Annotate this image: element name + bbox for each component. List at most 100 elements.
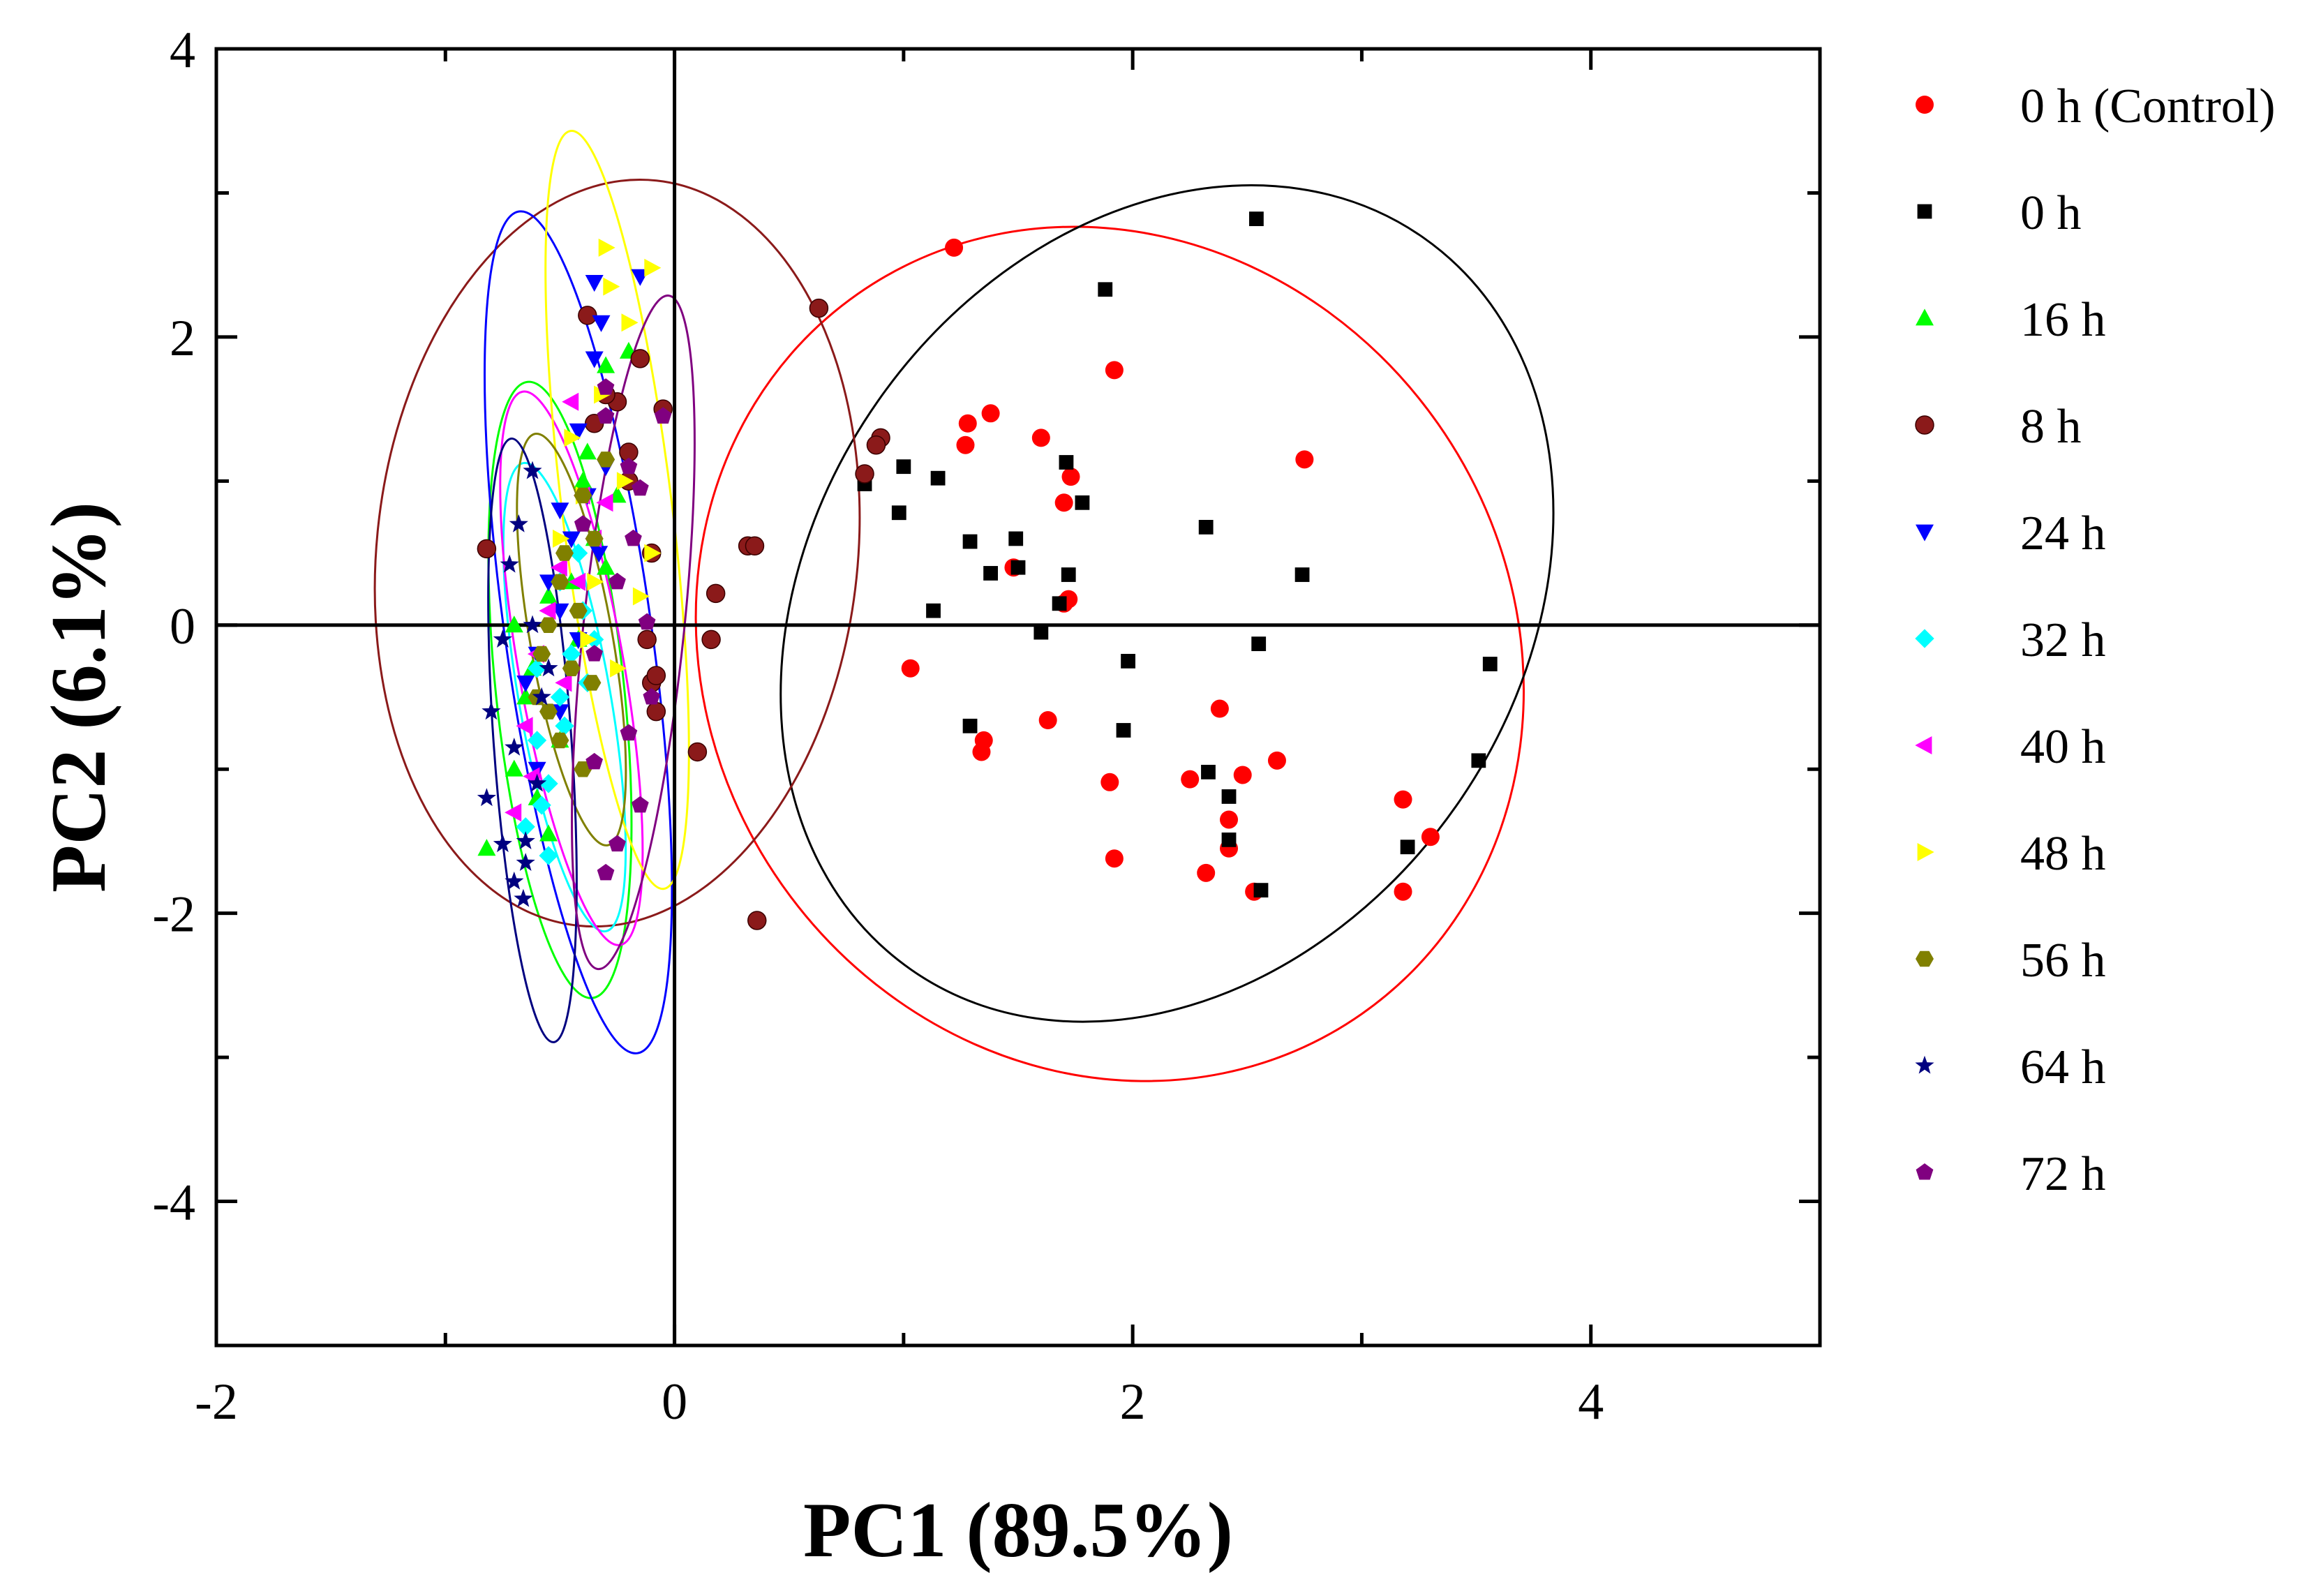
data-point-series-1: [1008, 531, 1024, 546]
legend-marker-series-1: [1917, 204, 1932, 219]
data-point-series-6: [550, 558, 567, 577]
data-point-series-4: [516, 676, 535, 692]
data-point-series-5: [532, 796, 551, 815]
legend-marker-series-3: [1915, 415, 1934, 435]
data-point-series-1: [1010, 560, 1026, 575]
data-point-series-4: [585, 275, 604, 292]
legend-marker-series-5: [1915, 629, 1934, 648]
data-point-series-9: [532, 687, 551, 706]
data-point-series-0: [1061, 468, 1080, 486]
data-point-series-10: [597, 863, 615, 881]
data-point-series-1: [962, 534, 978, 549]
legend-label-series-10: 72 h: [2020, 1147, 2106, 1201]
x-tick-label: 4: [1578, 1373, 1604, 1431]
y-tick-label: 4: [170, 22, 195, 79]
legend-label-series-3: 8 h: [2020, 400, 2082, 454]
data-point-series-5: [527, 731, 547, 750]
data-point-series-3: [855, 464, 874, 484]
data-point-series-1: [1253, 883, 1269, 898]
data-point-series-4: [592, 315, 611, 332]
data-point-series-8: [569, 602, 588, 619]
data-point-series-2: [539, 586, 558, 604]
data-point-series-5: [527, 659, 547, 678]
data-point-series-2: [574, 471, 592, 489]
data-point-series-5: [555, 716, 574, 736]
legend-marker-series-10: [1916, 1163, 1934, 1180]
data-point-series-1: [1033, 625, 1049, 640]
data-point-series-10: [625, 529, 642, 546]
data-point-series-8: [585, 530, 604, 547]
data-point-series-2: [505, 759, 523, 777]
data-point-series-8: [555, 545, 574, 561]
data-point-series-9: [493, 629, 512, 648]
data-point-series-2: [477, 839, 496, 856]
ellipse-series-9: [487, 437, 578, 1043]
data-point-series-0: [1421, 828, 1440, 847]
data-point-series-0: [972, 743, 991, 761]
data-point-series-0: [1031, 428, 1050, 447]
data-point-series-7: [564, 428, 581, 447]
ellipse-series-3: [373, 179, 861, 928]
data-point-series-4: [569, 423, 588, 440]
data-point-series-3: [477, 539, 497, 559]
x-axis-title: PC1 (89.5%): [803, 1487, 1233, 1574]
data-point-series-1: [930, 470, 946, 486]
data-point-series-4: [562, 531, 581, 549]
legend: 0 h (Control) 0 h 16 h 8 h 24 h 32 h 40 h 48 h 5…: [1915, 80, 2276, 1201]
data-point-series-0: [1394, 790, 1412, 809]
data-point-series-9: [523, 461, 542, 479]
data-point-series-3: [646, 701, 666, 722]
data-point-series-9: [500, 554, 519, 573]
data-point-series-1: [962, 718, 978, 733]
data-point-series-1: [1198, 519, 1214, 535]
data-point-series-7: [553, 529, 570, 548]
data-point-series-6: [505, 803, 522, 822]
data-point-series-1: [1201, 764, 1216, 780]
data-point-series-8: [574, 761, 592, 777]
y-axis-title: PC2 (6.1%): [36, 502, 122, 893]
legend-marker-series-6: [1915, 736, 1932, 754]
data-point-series-3: [637, 629, 657, 650]
ellipse-series-8: [516, 432, 627, 847]
data-point-series-0: [958, 414, 977, 433]
y-tick-label: -2: [152, 886, 195, 944]
data-point-series-9: [539, 658, 558, 677]
data-point-series-10: [597, 407, 615, 424]
data-point-series-1: [1294, 567, 1310, 582]
data-point-series-6: [596, 493, 613, 512]
data-point-series-0: [1054, 493, 1073, 512]
data-point-series-8: [562, 660, 581, 676]
data-point-series-0: [981, 404, 1000, 423]
data-point-series-4: [590, 546, 609, 563]
data-point-series-10: [597, 378, 615, 395]
data-point-series-1: [1116, 723, 1131, 738]
data-point-series-0: [1233, 766, 1252, 784]
plot-frame: [214, 47, 1822, 1348]
data-point-series-1: [891, 505, 906, 521]
data-point-series-6: [516, 717, 533, 736]
data-point-series-1: [1221, 789, 1237, 804]
data-point-series-1: [1059, 455, 1074, 470]
data-point-series-1: [1400, 840, 1415, 855]
data-point-series-7: [616, 472, 634, 491]
data-point-series-9: [516, 853, 535, 871]
data-point-series-1: [1251, 636, 1267, 652]
legend-label-series-4: 24 h: [2020, 507, 2106, 560]
data-point-series-7: [587, 572, 604, 591]
x-tick-label: -2: [195, 1373, 238, 1431]
data-point-series-6: [562, 392, 579, 411]
data-point-series-8: [539, 703, 558, 719]
data-point-series-0: [1197, 863, 1216, 882]
data-point-series-7: [621, 313, 639, 332]
data-point-series-2: [505, 616, 523, 633]
data-point-series-3: [687, 742, 708, 762]
legend-marker-series-8: [1916, 950, 1934, 967]
data-point-series-7: [598, 238, 615, 257]
x-tick-label: 2: [1120, 1373, 1146, 1431]
data-point-series-1: [926, 603, 941, 618]
ellipse-series-1: [779, 184, 1555, 1023]
data-point-series-10: [585, 752, 603, 770]
data-point-series-8: [551, 574, 569, 590]
confidence-ellipses: [373, 130, 1555, 1082]
legend-marker-series-2: [1916, 308, 1934, 326]
